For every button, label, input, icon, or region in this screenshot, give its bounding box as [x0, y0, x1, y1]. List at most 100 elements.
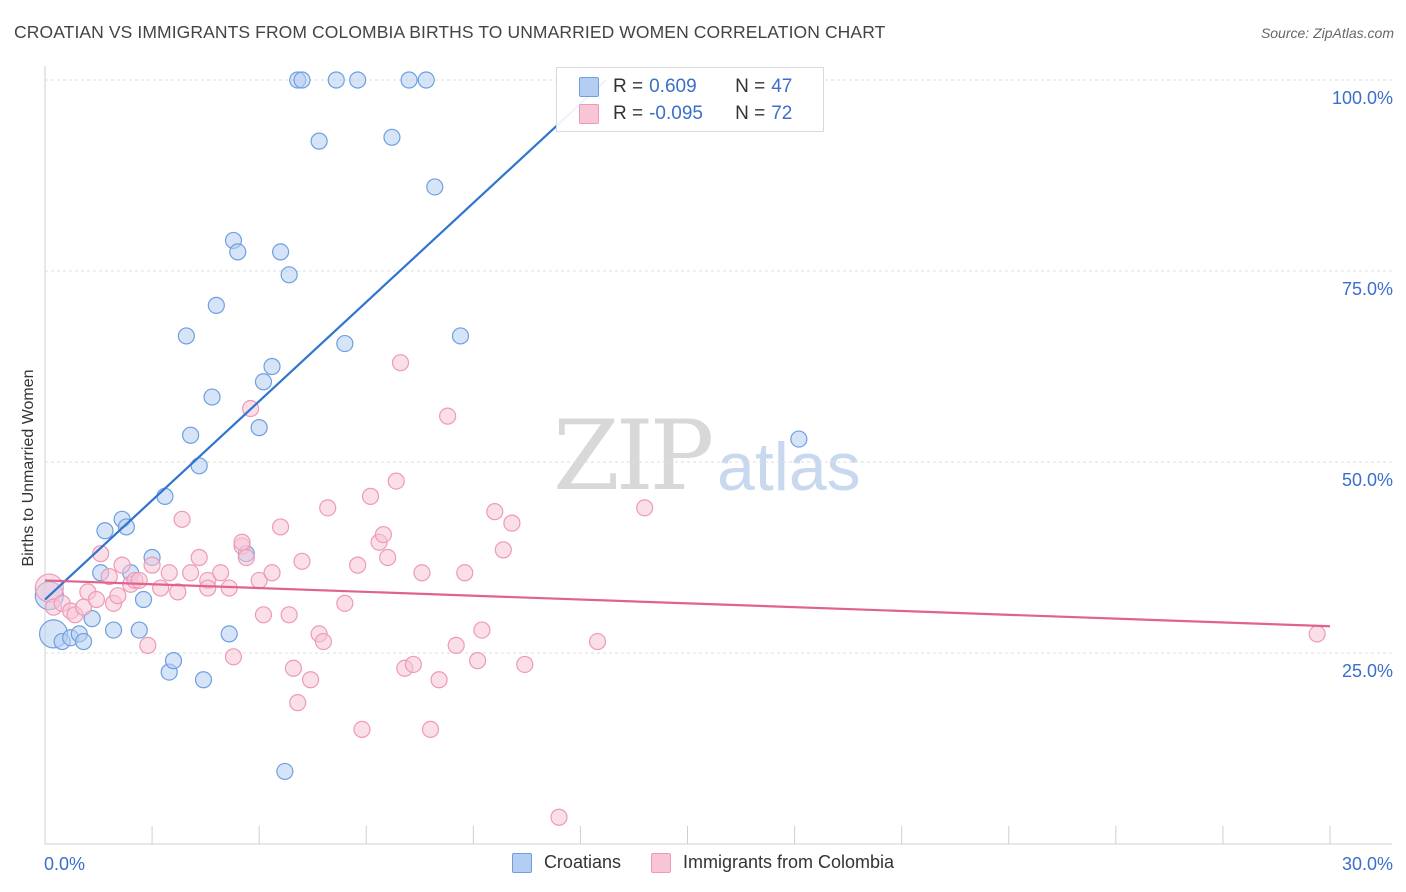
croatians-point: [164, 652, 183, 670]
watermark-zip: ZIP: [553, 400, 714, 512]
source-label: Source: ZipAtlas.com: [1260, 25, 1394, 41]
croatians-point: [190, 457, 208, 475]
colombia-point: [404, 655, 422, 674]
croatians-point: [130, 621, 148, 639]
colombia-point: [319, 499, 337, 517]
y-tick-label: 100.0%: [1332, 88, 1393, 108]
colombia-point: [139, 636, 157, 654]
croatians-point: [254, 373, 273, 391]
croatians-point: [451, 327, 470, 345]
colombia-point: [516, 655, 534, 674]
croatians-point: [96, 522, 114, 540]
y-tick-label: 25.0%: [1342, 661, 1393, 681]
colombia-point: [503, 514, 521, 532]
colombia-point: [486, 503, 504, 521]
croatians-point: [280, 266, 298, 284]
stats-legend: R = 0.609 N = 47 R = -0.095 N = 72: [556, 67, 824, 132]
croatians-point: [177, 327, 195, 345]
legend-label-croatians: Croatians: [543, 852, 621, 872]
colombia-point: [447, 636, 465, 654]
croatians-point: [263, 357, 281, 376]
croatians-point: [194, 671, 213, 689]
colombia-point: [494, 541, 512, 559]
croatians-point: [276, 762, 294, 781]
watermark-atlas: atlas: [717, 429, 861, 505]
colombia-point: [314, 632, 333, 651]
colombia-point: [374, 525, 392, 544]
colombia-point: [456, 564, 474, 582]
croatians-point: [182, 426, 200, 444]
colombia-point: [439, 407, 457, 425]
colombia-point: [109, 587, 127, 605]
croatians-point: [349, 71, 367, 89]
legend-swatch-colombia: [579, 104, 599, 124]
legend-item-croatians[interactable]: Croatians: [511, 852, 621, 873]
legend-n-label: N =: [735, 103, 766, 124]
colombia-point: [473, 621, 491, 639]
legend-swatch-croatians: [511, 852, 532, 873]
croatians-point: [400, 71, 418, 89]
croatians-point: [117, 518, 135, 536]
legend-r-value: -0.095: [649, 103, 703, 124]
croatians-point: [426, 178, 444, 196]
colombia-point: [254, 606, 273, 624]
legend-r-value: 0.609: [649, 76, 697, 97]
legend-n-value: 47: [771, 76, 793, 97]
colombia-point: [173, 510, 191, 528]
colombia-point: [1308, 625, 1326, 643]
colombia-point: [289, 694, 307, 712]
croatians-point: [220, 625, 238, 643]
colombia-point: [353, 720, 371, 739]
colombia-point: [284, 659, 303, 677]
x-tick-label: 30.0%: [1342, 854, 1393, 874]
colombia-point: [263, 564, 281, 582]
colombia-point: [301, 671, 320, 689]
legend-r-label: R =: [613, 103, 644, 124]
croatians-point: [207, 296, 225, 314]
chart-title: CROATIAN VS IMMIGRANTS FROM COLOMBIA BIR…: [14, 22, 886, 42]
croatians-point: [336, 334, 354, 353]
colombia-point: [271, 518, 290, 536]
series-legend: Croatians Immigrants from Colombia: [0, 852, 1406, 873]
colombia-point: [212, 564, 230, 582]
croatians-point: [229, 243, 247, 261]
colombia-point: [92, 545, 110, 563]
croatians-point: [156, 487, 174, 505]
colombia-point: [387, 472, 405, 490]
croatians-point: [203, 388, 221, 406]
legend-swatch-colombia: [650, 852, 671, 873]
colombia-point: [550, 808, 568, 826]
legend-row-croatians: R = 0.609 N = 47: [579, 74, 792, 100]
legend-n-label: N =: [735, 76, 766, 97]
y-axis-label: Births to Unmarried Women: [20, 369, 37, 567]
x-tick-label: 0.0%: [44, 854, 85, 874]
colombia-point: [100, 567, 118, 586]
croatians-point: [293, 71, 311, 89]
colombia-point: [588, 632, 607, 651]
legend-item-colombia[interactable]: Immigrants from Colombia: [650, 852, 895, 873]
colombia-point: [636, 499, 654, 517]
colombia-point: [237, 548, 255, 567]
colombia-point: [233, 533, 251, 551]
legend-n-value: 72: [771, 103, 793, 124]
colombia-point: [130, 571, 148, 590]
colombia-point: [143, 556, 161, 574]
colombia-trend-line: [44, 579, 1331, 628]
croatians-point: [310, 132, 328, 150]
croatians-point: [383, 128, 401, 146]
colombia-point: [413, 564, 431, 582]
y-tick-label: 50.0%: [1342, 470, 1393, 490]
croatians-trend-line: [44, 79, 607, 601]
croatians-point: [83, 610, 101, 628]
legend-row-colombia: R = -0.095 N = 72: [579, 101, 792, 127]
colombia-point: [113, 556, 131, 574]
colombia-point: [469, 652, 487, 670]
legend-label-colombia: Immigrants from Colombia: [682, 852, 895, 872]
colombia-point: [391, 354, 410, 372]
croatians-point: [327, 71, 345, 89]
croatians-point: [74, 632, 93, 651]
colombia-point: [224, 648, 243, 666]
croatians-point: [250, 419, 268, 437]
croatians-point: [790, 430, 808, 448]
